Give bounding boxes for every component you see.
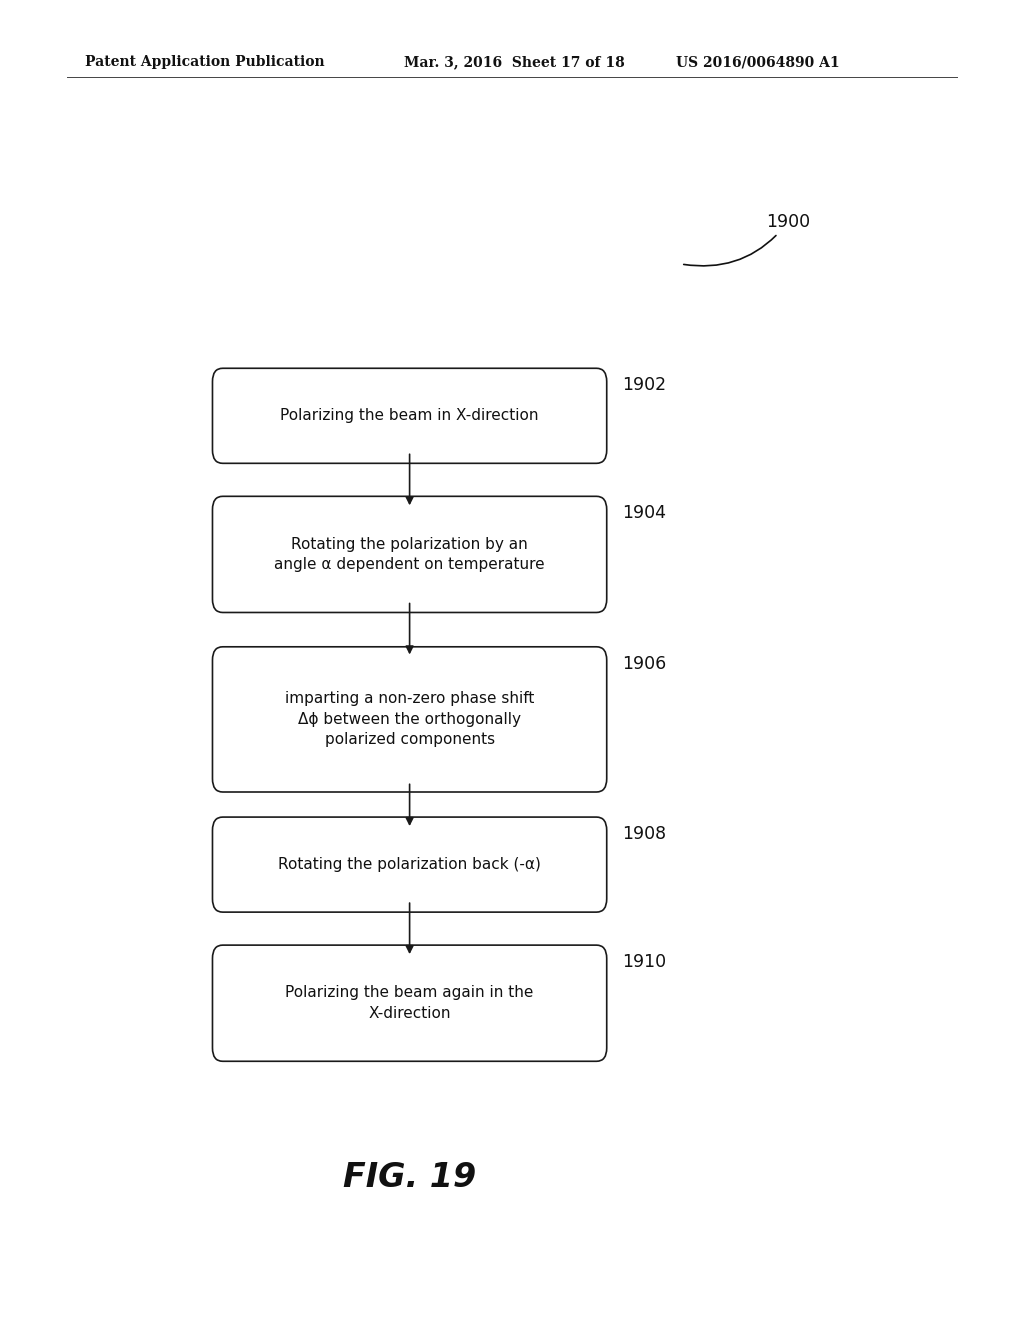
Text: FIG. 19: FIG. 19	[343, 1162, 476, 1193]
FancyBboxPatch shape	[213, 496, 606, 612]
Text: Patent Application Publication: Patent Application Publication	[85, 55, 325, 70]
Text: 1910: 1910	[623, 953, 667, 972]
Text: 1900: 1900	[684, 213, 810, 265]
Text: US 2016/0064890 A1: US 2016/0064890 A1	[676, 55, 840, 70]
FancyBboxPatch shape	[213, 368, 606, 463]
Text: 1906: 1906	[623, 655, 667, 673]
FancyBboxPatch shape	[213, 945, 606, 1061]
Text: Rotating the polarization back (-α): Rotating the polarization back (-α)	[279, 857, 541, 873]
Text: Mar. 3, 2016  Sheet 17 of 18: Mar. 3, 2016 Sheet 17 of 18	[404, 55, 626, 70]
Text: 1904: 1904	[623, 504, 666, 523]
Text: Polarizing the beam in X-direction: Polarizing the beam in X-direction	[281, 408, 539, 424]
FancyBboxPatch shape	[213, 647, 606, 792]
Text: Rotating the polarization by an
angle α dependent on temperature: Rotating the polarization by an angle α …	[274, 537, 545, 572]
FancyBboxPatch shape	[213, 817, 606, 912]
Text: 1902: 1902	[623, 376, 667, 395]
Text: Polarizing the beam again in the
X-direction: Polarizing the beam again in the X-direc…	[286, 986, 534, 1020]
Text: 1908: 1908	[623, 825, 667, 843]
Text: imparting a non-zero phase shift
Δϕ between the orthogonally
polarized component: imparting a non-zero phase shift Δϕ betw…	[285, 692, 535, 747]
